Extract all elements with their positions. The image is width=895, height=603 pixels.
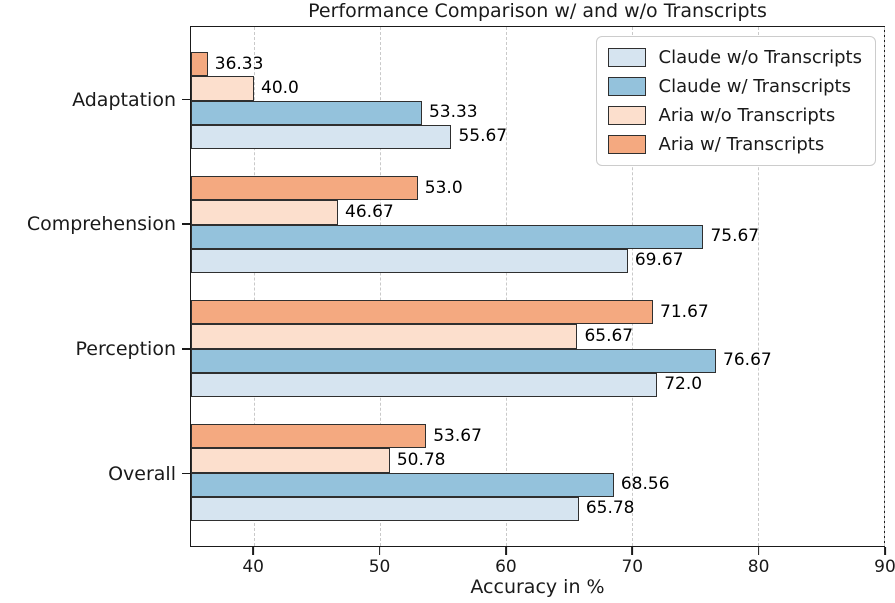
legend-swatch	[607, 48, 646, 67]
bar-value-label: 53.0	[424, 177, 463, 198]
bar-value-label: 55.67	[458, 126, 508, 147]
bar	[191, 176, 418, 201]
bar	[191, 472, 614, 497]
legend-label: Aria w/ Transcripts	[658, 134, 825, 155]
legend-item: Aria w/ Transcripts	[607, 133, 862, 156]
y-axis: Adaptation Comprehension Perception Overall	[0, 26, 190, 547]
bar	[191, 348, 717, 373]
x-tick-mark	[252, 547, 255, 555]
x-tick-mark	[378, 547, 381, 555]
bar-value-label: 72.0	[664, 374, 703, 395]
bar	[191, 496, 579, 521]
bar	[191, 448, 390, 473]
category-label: Comprehension	[26, 213, 176, 236]
gridline	[884, 27, 885, 546]
legend-label: Aria w/o Transcripts	[658, 105, 836, 126]
y-tick-mark	[182, 98, 190, 101]
bar-value-label: 65.78	[585, 498, 635, 519]
bar-row: 76.67	[191, 348, 884, 373]
bar-value-label: 53.67	[433, 425, 482, 446]
bar-row: 68.56	[191, 472, 884, 497]
bar-row: 72.0	[191, 372, 884, 397]
x-tick-label: 80	[747, 557, 770, 577]
bar-value-label: 68.56	[620, 474, 670, 495]
bar-value-label: 46.67	[345, 201, 394, 222]
bar-value-label: 40.0	[261, 77, 299, 98]
bar-row: 36.33	[191, 52, 884, 77]
legend-item: Aria w/o Transcripts	[607, 104, 862, 127]
bar-value-label: 65.67	[584, 325, 634, 346]
x-tick-label: 40	[242, 557, 264, 577]
legend-label: Claude w/ Transcripts	[658, 76, 851, 97]
bar-value-label: 53.33	[428, 102, 478, 123]
bar	[191, 324, 578, 349]
x-tick-label: 70	[621, 557, 644, 577]
legend-label: Claude w/o Transcripts	[658, 47, 862, 68]
x-axis-label: Accuracy in %	[470, 576, 605, 598]
bar-value-label: 69.67	[634, 250, 684, 271]
gridline	[758, 27, 759, 546]
bar-row: 69.67	[191, 248, 884, 273]
bar-row: 53.0	[191, 176, 884, 201]
bar-value-label: 50.78	[396, 449, 446, 470]
x-tick-label: 50	[368, 557, 391, 577]
x-tick-label: 60	[495, 557, 517, 577]
gridline	[380, 27, 381, 546]
x-tick-mark	[757, 547, 760, 555]
legend: Claude w/o Transcripts Claude w/ Transcri…	[595, 36, 876, 166]
bar	[191, 372, 658, 397]
category-label: Overall	[108, 462, 176, 485]
bar-row: 75.67	[191, 224, 884, 249]
bar	[191, 124, 452, 149]
bar-row: 65.67	[191, 324, 884, 349]
gridline	[632, 27, 633, 546]
bar	[191, 76, 254, 101]
bar	[191, 200, 339, 225]
bar	[191, 424, 427, 449]
bar-value-label: 36.33	[214, 53, 264, 74]
bar	[191, 224, 704, 249]
x-tick-mark	[505, 547, 507, 555]
bar-row: 50.78	[191, 448, 884, 473]
bar-row: 53.67	[191, 424, 884, 449]
plot-area: 36.33 40.0 53.33 55.67 53.0 46.67 75.67 69.67 71…	[190, 26, 885, 547]
y-tick-mark	[182, 347, 190, 350]
bar-group-overall: 53.67 50.78 68.56 65.78	[191, 424, 884, 521]
bar-row: 55.67	[191, 124, 884, 149]
bar-row: 71.67	[191, 300, 884, 325]
bar-groups-container: 36.33 40.0 53.33 55.67 53.0 46.67 75.67 69.67 71…	[191, 27, 884, 546]
y-tick-mark	[182, 223, 190, 226]
x-tick-mark	[631, 547, 634, 555]
bar-row: 46.67	[191, 200, 884, 225]
x-axis: 40 50 60 70 80 90	[190, 547, 895, 579]
category-label: Adaptation	[72, 88, 176, 111]
legend-item: Claude w/o Transcripts	[607, 46, 862, 69]
bar-row: 40.0	[191, 76, 884, 101]
y-tick-mark	[182, 472, 190, 475]
bar	[191, 100, 422, 125]
bar-group-adaptation: 36.33 40.0 53.33 55.67	[191, 52, 884, 149]
bar-value-label: 76.67	[723, 350, 772, 371]
chart-title: Performance Comparison w/ and w/o Transc…	[308, 0, 767, 22]
category-label: Perception	[75, 337, 176, 360]
bar-group-perception: 71.67 65.67 76.67 72.0	[191, 300, 884, 397]
bar-value-label: 75.67	[710, 226, 760, 247]
legend-swatch	[607, 106, 646, 125]
bar-row: 65.78	[191, 496, 884, 521]
bar-row: 53.33	[191, 100, 884, 125]
gridline	[506, 27, 507, 546]
x-tick-label: 90	[874, 557, 895, 577]
x-tick-mark	[884, 547, 886, 555]
bar-value-label: 71.67	[660, 301, 709, 322]
gridline	[254, 27, 255, 546]
legend-swatch	[607, 135, 646, 154]
bar	[191, 52, 208, 77]
legend-swatch	[607, 77, 646, 96]
bar	[191, 300, 654, 325]
legend-item: Claude w/ Transcripts	[607, 75, 862, 98]
bar-group-comprehension: 53.0 46.67 75.67 69.67	[191, 176, 884, 273]
bar	[191, 248, 628, 273]
